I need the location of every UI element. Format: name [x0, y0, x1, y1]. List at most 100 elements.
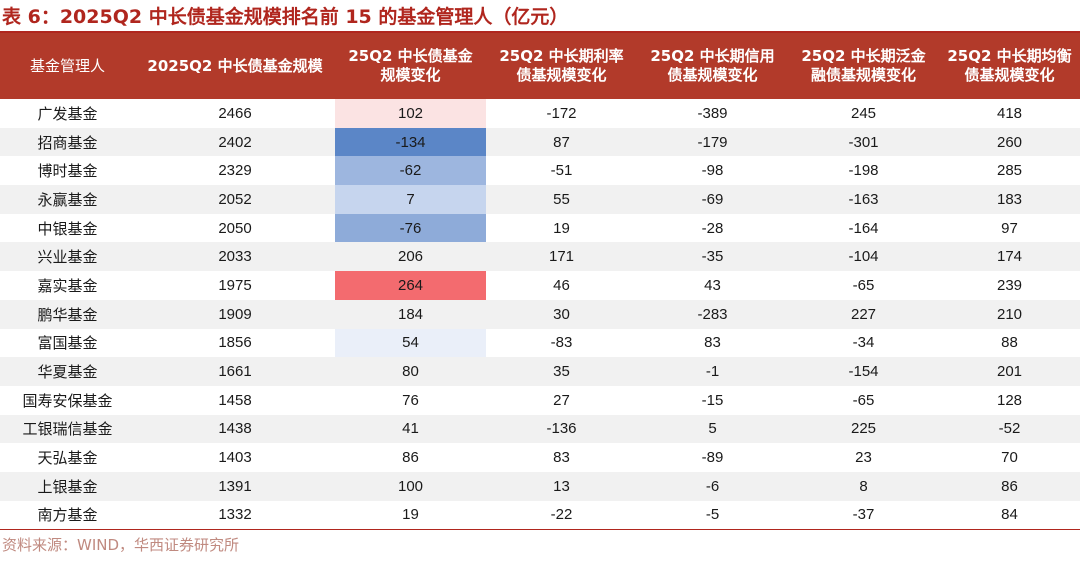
cell-credit-bond-change: -6 [637, 471, 788, 501]
table-row: 华夏基金 1661 80 35 -1 -154 201 [0, 357, 1080, 386]
cell-size-change: 7 [335, 185, 486, 214]
table-row: 鹏华基金 1909 184 30 -283 227 210 [0, 299, 1080, 329]
cell-rate-bond-change: -51 [550, 162, 573, 180]
cell-credit-bond-change: -179 [637, 127, 788, 157]
table-row: 嘉实基金 1975 264 46 43 -65 239 [0, 271, 1080, 300]
cell-size-change: -134 [335, 127, 486, 157]
cell-balanced-bond-change: 84 [1001, 506, 1018, 524]
cell-rate-bond-change: 87 [486, 127, 637, 157]
cell-size-change: 206 [335, 242, 486, 272]
cell-size-change: -76 [335, 213, 486, 243]
cell-fund-manager: 招商基金 [0, 127, 135, 157]
cell-financial-bond-change: -301 [788, 127, 939, 157]
cell-fund-size: 1661 [135, 357, 335, 386]
cell-financial-bond-change: -65 [852, 276, 875, 294]
header-balanced-bond-change: 25Q2 中长期均衡债基规模变化 [939, 33, 1080, 99]
header-fund-manager: 基金管理人 [0, 33, 135, 99]
cell-balanced-bond-change: 418 [996, 104, 1023, 122]
header-fund-size: 2025Q2 中长债基金规模 [135, 33, 335, 99]
cell-fund-size: 2052 [135, 185, 335, 214]
cell-financial-bond-change: -34 [852, 334, 875, 352]
table-row: 广发基金 2466 102 -172 -389 245 418 [0, 99, 1080, 128]
cell-fund-manager: 永赢基金 [0, 185, 135, 214]
table-caption: 表 6：2025Q2 中长债基金规模排名前 15 的基金管理人（亿元） [2, 6, 569, 28]
header-financial-bond-change: 25Q2 中长期泛金融债基规模变化 [788, 33, 939, 99]
cell-fund-size: 1332 [218, 506, 252, 524]
cell-balanced-bond-change: 260 [939, 127, 1080, 157]
cell-credit-bond-change: -28 [701, 219, 724, 237]
table-row: 兴业基金 2033 206 171 -35 -104 174 [0, 242, 1080, 272]
table-row: 永赢基金 2052 7 55 -69 -163 183 [0, 185, 1080, 214]
cell-fund-manager: 上银基金 [0, 471, 135, 501]
cell-balanced-bond-change: 183 [939, 185, 1080, 214]
cell-fund-size: 1856 [218, 334, 252, 352]
header-size-change: 25Q2 中长债基金规模变化 [335, 33, 486, 99]
cell-financial-bond-change: 245 [850, 104, 877, 122]
header-rate-bond-change: 25Q2 中长期利率债基规模变化 [486, 33, 637, 99]
cell-size-change: 80 [335, 357, 486, 386]
cell-rate-bond-change: 27 [553, 391, 570, 409]
cell-balanced-bond-change: -52 [939, 414, 1080, 444]
cell-fund-manager: 中银基金 [37, 219, 98, 238]
table-bottom-divider [0, 529, 1080, 530]
table-row: 国寿安保基金 1458 76 27 -15 -65 128 [0, 386, 1080, 415]
table-row: 招商基金 2402 -134 87 -179 -301 260 [0, 127, 1080, 157]
cell-rate-bond-change: 35 [486, 357, 637, 386]
cell-balanced-bond-change: 210 [939, 299, 1080, 329]
cell-fund-manager: 博时基金 [37, 162, 98, 181]
cell-financial-bond-change: 225 [788, 414, 939, 444]
table-row: 上银基金 1391 100 13 -6 8 86 [0, 471, 1080, 501]
cell-fund-manager: 工银瑞信基金 [0, 414, 135, 444]
cell-fund-size: 2466 [218, 104, 252, 122]
cell-balanced-bond-change: 86 [939, 471, 1080, 501]
cell-credit-bond-change: 5 [637, 414, 788, 444]
cell-fund-manager: 南方基金 [37, 506, 98, 525]
cell-size-change: 100 [335, 471, 486, 501]
cell-size-change: 184 [335, 299, 486, 329]
cell-fund-size: 2050 [218, 219, 252, 237]
header-credit-bond-change: 25Q2 中长期信用债基规模变化 [637, 33, 788, 99]
cell-size-change: 102 [335, 99, 486, 128]
cell-fund-size: 1391 [135, 471, 335, 501]
cell-rate-bond-change: 13 [486, 471, 637, 501]
cell-fund-size: 1909 [135, 299, 335, 329]
cell-size-change: 54 [335, 328, 486, 358]
source-note: 资料来源：WIND，华西证券研究所 [2, 536, 240, 554]
cell-rate-bond-change: 171 [486, 242, 637, 272]
cell-credit-bond-change: -89 [701, 449, 724, 467]
cell-financial-bond-change: 23 [855, 449, 872, 467]
table-header-row: 基金管理人 2025Q2 中长债基金规模 25Q2 中长债基金规模变化 25Q2… [0, 33, 1080, 99]
cell-financial-bond-change: -65 [852, 391, 875, 409]
table-row: 工银瑞信基金 1438 41 -136 5 225 -52 [0, 414, 1080, 444]
cell-financial-bond-change: -198 [848, 162, 879, 180]
cell-financial-bond-change: -164 [848, 219, 879, 237]
fund-manager-table: 基金管理人 2025Q2 中长债基金规模 25Q2 中长债基金规模变化 25Q2… [0, 33, 1080, 529]
cell-rate-bond-change: -172 [546, 104, 577, 122]
cell-credit-bond-change: -5 [705, 506, 720, 524]
cell-fund-manager: 国寿安保基金 [22, 391, 113, 410]
table-row: 博时基金 2329 -62 -51 -98 -198 285 [0, 156, 1080, 186]
cell-size-change: -62 [335, 156, 486, 186]
cell-rate-bond-change: 55 [486, 185, 637, 214]
cell-size-change: 264 [335, 271, 486, 300]
cell-credit-bond-change: 43 [704, 276, 721, 294]
cell-rate-bond-change: -136 [486, 414, 637, 444]
cell-fund-manager: 富国基金 [37, 334, 98, 353]
cell-credit-bond-change: -98 [701, 162, 724, 180]
cell-fund-size: 2033 [135, 242, 335, 272]
cell-credit-bond-change: -15 [701, 391, 724, 409]
cell-balanced-bond-change: 97 [1001, 219, 1018, 237]
cell-fund-size: 1403 [218, 449, 252, 467]
cell-rate-bond-change: 83 [553, 449, 570, 467]
cell-fund-size: 1438 [135, 414, 335, 444]
cell-size-change: 19 [402, 506, 419, 524]
cell-rate-bond-change: 46 [553, 276, 570, 294]
cell-credit-bond-change: 83 [704, 334, 721, 352]
cell-fund-manager: 华夏基金 [0, 357, 135, 386]
cell-fund-manager: 天弘基金 [37, 449, 98, 468]
cell-size-change: 86 [402, 449, 419, 467]
cell-balanced-bond-change: 70 [1001, 449, 1018, 467]
cell-size-change: 41 [335, 414, 486, 444]
table-row: 天弘基金 1403 86 83 -89 23 70 [0, 443, 1080, 472]
cell-balanced-bond-change: 174 [939, 242, 1080, 272]
